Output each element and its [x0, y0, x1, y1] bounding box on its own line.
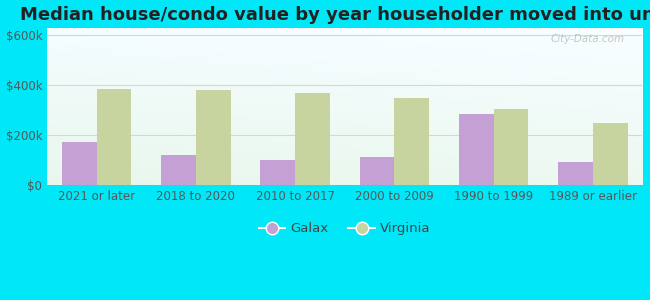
Legend: Galax, Virginia: Galax, Virginia: [254, 217, 436, 241]
Bar: [395, 98, 429, 184]
Bar: [161, 155, 196, 184]
Bar: [493, 109, 528, 184]
Bar: [97, 89, 131, 184]
Bar: [558, 162, 593, 184]
Bar: [62, 142, 97, 184]
Bar: [359, 157, 395, 184]
Title: Median house/condo value by year householder moved into unit: Median house/condo value by year househo…: [20, 6, 650, 24]
Bar: [261, 160, 295, 184]
Bar: [459, 114, 493, 184]
Text: City-Data.com: City-Data.com: [551, 34, 625, 44]
Bar: [593, 123, 627, 184]
Bar: [295, 93, 330, 184]
Bar: [196, 90, 231, 184]
